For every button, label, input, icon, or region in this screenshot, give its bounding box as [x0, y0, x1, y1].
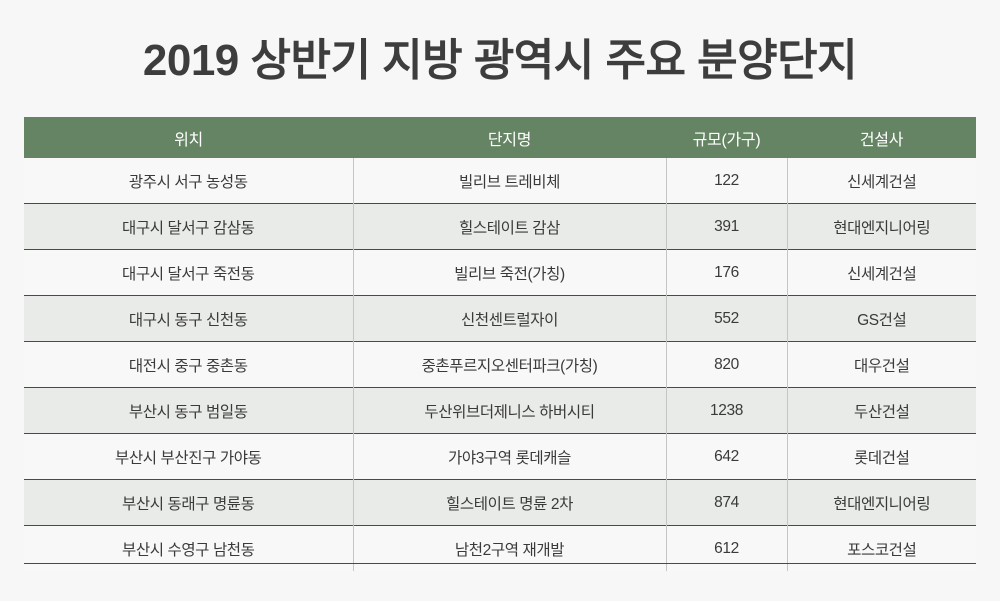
table-row: 부산시 수영구 남천동 남천2구역 재개발 612 포스코건설	[24, 525, 976, 571]
cell-builder: 현대엔지니어링	[787, 479, 976, 526]
cell-location: 부산시 부산진구 가야동	[24, 433, 354, 480]
cell-location: 대구시 동구 신천동	[24, 295, 354, 342]
table-row: 대구시 달서구 감삼동 힐스테이트 감삼 391 현대엔지니어링	[24, 203, 976, 250]
cell-scale: 642	[666, 433, 788, 480]
table-bottom-divider	[24, 563, 976, 564]
cell-builder: 신세계건설	[787, 158, 976, 204]
cell-location: 부산시 동구 범일동	[24, 387, 354, 434]
apartment-supply-table-container: 위치 단지명 규모(가구) 건설사 광주시 서구 농성동 빌리브 트레비체 12…	[24, 117, 976, 571]
table-row: 대구시 동구 신천동 신천센트럴자이 552 GS건설	[24, 295, 976, 342]
table-row: 부산시 동래구 명륜동 힐스테이트 명륜 2차 874 현대엔지니어링	[24, 479, 976, 526]
cell-scale: 552	[666, 295, 788, 342]
cell-scale: 391	[666, 203, 788, 250]
cell-complex-name: 신천센트럴자이	[353, 295, 667, 342]
cell-builder: 두산건설	[787, 387, 976, 434]
cell-complex-name: 가야3구역 롯데캐슬	[353, 433, 667, 480]
column-header-location: 위치	[24, 117, 353, 158]
cell-location: 부산시 동래구 명륜동	[24, 479, 354, 526]
cell-scale: 176	[666, 249, 788, 296]
cell-scale: 820	[666, 341, 788, 388]
table-header-row: 위치 단지명 규모(가구) 건설사	[24, 117, 976, 158]
column-header-complex-name: 단지명	[353, 117, 666, 158]
apartment-supply-table: 위치 단지명 규모(가구) 건설사 광주시 서구 농성동 빌리브 트레비체 12…	[24, 117, 976, 571]
cell-location: 대구시 달서구 죽전동	[24, 249, 354, 296]
cell-location: 대구시 달서구 감삼동	[24, 203, 354, 250]
table-row: 부산시 부산진구 가야동 가야3구역 롯데캐슬 642 롯데건설	[24, 433, 976, 480]
column-header-builder: 건설사	[787, 117, 976, 158]
table-row: 대구시 달서구 죽전동 빌리브 죽전(가칭) 176 신세계건설	[24, 249, 976, 296]
cell-location: 광주시 서구 농성동	[24, 158, 354, 204]
cell-complex-name: 중촌푸르지오센터파크(가칭)	[353, 341, 667, 388]
cell-location: 부산시 수영구 남천동	[24, 525, 354, 571]
cell-builder: GS건설	[787, 295, 976, 342]
column-header-scale: 규모(가구)	[666, 117, 787, 158]
cell-location: 대전시 중구 중촌동	[24, 341, 354, 388]
cell-complex-name: 힐스테이트 감삼	[353, 203, 667, 250]
cell-scale: 874	[666, 479, 788, 526]
cell-complex-name: 남천2구역 재개발	[353, 525, 667, 571]
cell-builder: 롯데건설	[787, 433, 976, 480]
cell-scale: 1238	[666, 387, 788, 434]
cell-builder: 현대엔지니어링	[787, 203, 976, 250]
page-title: 2019 상반기 지방 광역시 주요 분양단지	[142, 36, 858, 85]
cell-complex-name: 두산위브더제니스 하버시티	[353, 387, 667, 434]
table-row: 대전시 중구 중촌동 중촌푸르지오센터파크(가칭) 820 대우건설	[24, 341, 976, 388]
cell-builder: 포스코건설	[787, 525, 976, 571]
cell-scale: 612	[666, 525, 788, 571]
table-row: 광주시 서구 농성동 빌리브 트레비체 122 신세계건설	[24, 158, 976, 204]
table-body: 광주시 서구 농성동 빌리브 트레비체 122 신세계건설 대구시 달서구 감삼…	[24, 158, 976, 571]
cell-builder: 대우건설	[787, 341, 976, 388]
table-header: 위치 단지명 규모(가구) 건설사	[24, 117, 976, 158]
cell-complex-name: 빌리브 트레비체	[353, 158, 667, 204]
cell-builder: 신세계건설	[787, 249, 976, 296]
table-row: 부산시 동구 범일동 두산위브더제니스 하버시티 1238 두산건설	[24, 387, 976, 434]
cell-complex-name: 힐스테이트 명륜 2차	[353, 479, 667, 526]
cell-scale: 122	[666, 158, 788, 204]
cell-complex-name: 빌리브 죽전(가칭)	[353, 249, 667, 296]
